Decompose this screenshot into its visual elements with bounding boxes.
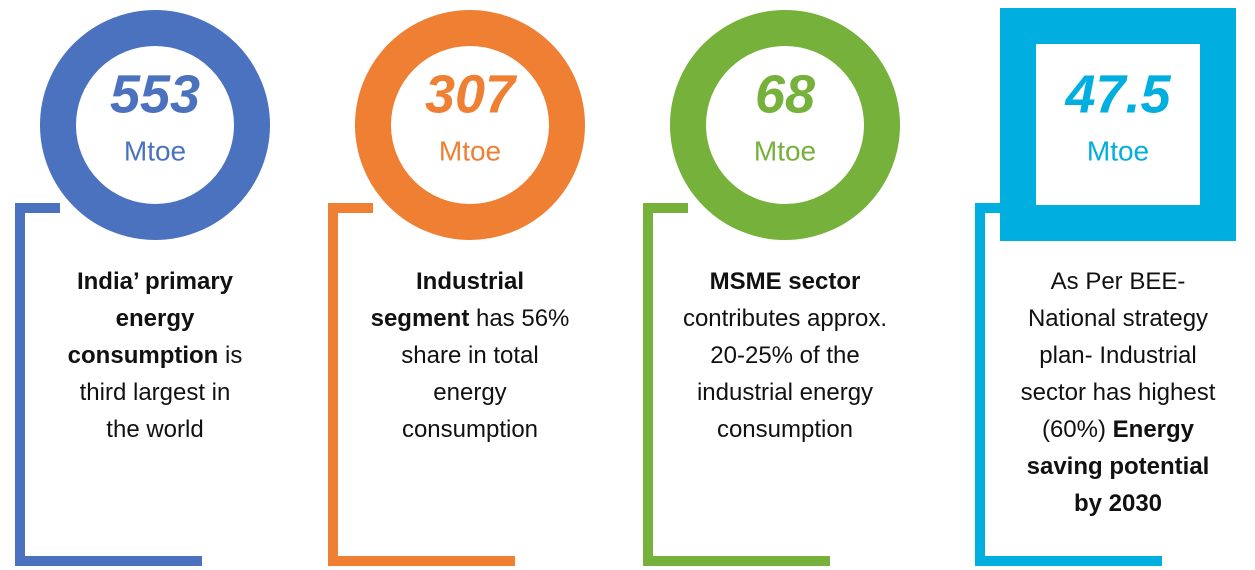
text-segment: consumption xyxy=(717,416,853,443)
value: 307 xyxy=(425,64,518,124)
value: 553 xyxy=(110,64,200,124)
text-segment: Industrial xyxy=(416,268,524,295)
unit: Mtoe xyxy=(754,135,816,166)
text-segment: contributes approx. xyxy=(683,305,887,332)
bracket xyxy=(643,203,830,566)
description-line: MSME sector xyxy=(710,268,861,295)
ring xyxy=(40,10,270,240)
text-segment: 20-25% of the xyxy=(710,342,859,369)
text-segment: National strategy xyxy=(1028,305,1208,332)
text-segment: Energy xyxy=(1113,416,1195,443)
text-segment: energy xyxy=(433,379,506,406)
text-segment: segment xyxy=(371,305,470,332)
text-segment: As Per BEE- xyxy=(1051,268,1186,295)
description-line: the world xyxy=(106,416,203,443)
text-segment: plan- Industrial xyxy=(1039,342,1196,369)
description-line: by 2030 xyxy=(1074,490,1162,517)
description-line: industrial energy xyxy=(697,379,873,406)
text-segment: sector has highest xyxy=(1021,379,1216,406)
description-line: third largest in xyxy=(80,379,231,406)
card: 553 Mtoe India’ primary energy consumption i… xyxy=(15,10,270,566)
text-segment: has 56% xyxy=(469,305,569,332)
value: 68 xyxy=(755,64,815,124)
description-line: consumption xyxy=(402,416,538,443)
unit: Mtoe xyxy=(1087,135,1149,166)
description-line: National strategy xyxy=(1028,305,1208,332)
bracket xyxy=(15,203,202,566)
unit: Mtoe xyxy=(439,135,501,166)
value: 47.5 xyxy=(1064,64,1171,124)
text-segment: the world xyxy=(106,416,203,443)
card: 68 Mtoe MSME sector contributes approx. 20-2… xyxy=(643,10,900,566)
description-line: As Per BEE- xyxy=(1051,268,1186,295)
description-line: plan- Industrial xyxy=(1039,342,1196,369)
square-frame xyxy=(1000,8,1236,241)
text-segment: is xyxy=(218,342,242,369)
text-segment: saving potential xyxy=(1027,453,1210,480)
description-line: 20-25% of the xyxy=(710,342,859,369)
text-segment: MSME sector xyxy=(710,268,861,295)
description-line: segment has 56% xyxy=(371,305,570,332)
text-segment: consumption xyxy=(68,342,219,369)
ring xyxy=(670,10,900,240)
unit: Mtoe xyxy=(124,135,186,166)
text-segment: India’ primary xyxy=(77,268,234,295)
description-line: Industrial xyxy=(416,268,524,295)
ring xyxy=(355,10,585,240)
description-line: (60%) Energy xyxy=(1042,416,1195,443)
bracket xyxy=(328,203,515,566)
description-line: consumption xyxy=(717,416,853,443)
description-line: saving potential xyxy=(1027,453,1210,480)
text-segment: (60%) xyxy=(1042,416,1113,443)
description-line: consumption is xyxy=(68,342,243,369)
description-line: share in total xyxy=(401,342,538,369)
description-line: energy xyxy=(433,379,506,406)
description-line: energy xyxy=(116,305,195,332)
description-line: India’ primary xyxy=(77,268,234,295)
card: 307 Mtoe Industrial segment has 56% share in… xyxy=(328,10,585,566)
text-segment: industrial energy xyxy=(697,379,873,406)
text-segment: energy xyxy=(116,305,195,332)
text-segment: share in total xyxy=(401,342,538,369)
description-line: sector has highest xyxy=(1021,379,1216,406)
card: 47.5 Mtoe As Per BEE- National strategy plan… xyxy=(975,8,1236,566)
description-line: contributes approx. xyxy=(683,305,887,332)
text-segment: third largest in xyxy=(80,379,231,406)
text-segment: consumption xyxy=(402,416,538,443)
text-segment: by 2030 xyxy=(1074,490,1162,517)
